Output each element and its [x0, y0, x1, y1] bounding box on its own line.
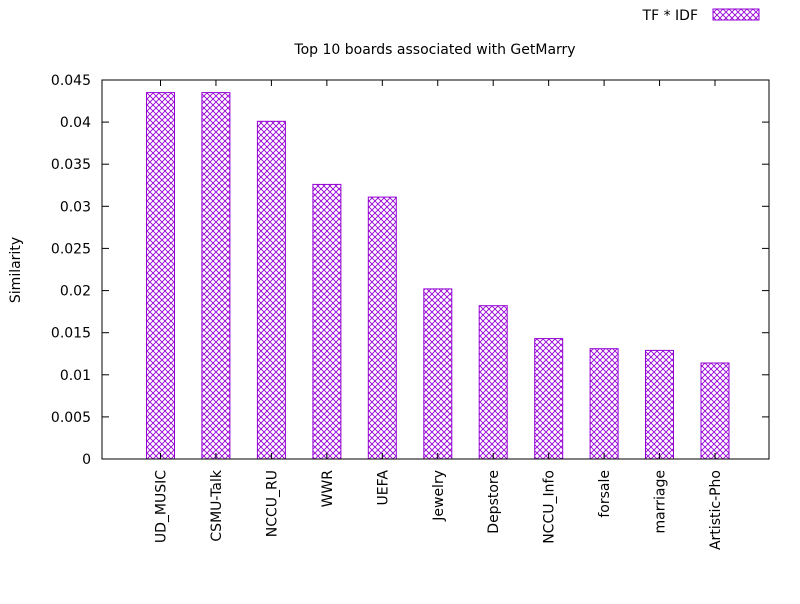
y-tick-label: 0.04: [60, 115, 91, 131]
bar-csmu-talk: [201, 92, 231, 460]
y-tick-label: 0.005: [51, 410, 91, 426]
x-tick-label: Jewelry: [431, 470, 447, 522]
bar-wwr: [312, 183, 342, 460]
x-tick-label: CSMU-Talk: [209, 469, 225, 541]
y-axis-label: Similarity: [8, 237, 24, 303]
legend-swatch: [712, 8, 760, 21]
x-tick-label: NCCU_Info: [542, 470, 558, 544]
x-tick-label: UEFA: [375, 470, 391, 506]
bar-marriage: [645, 349, 674, 460]
x-tick-label: WWR: [320, 470, 336, 508]
y-tick-label: 0.02: [60, 284, 91, 300]
bar-uefa: [367, 196, 397, 460]
x-tick-label: NCCU_RU: [264, 470, 280, 537]
y-tick-label: 0.01: [60, 368, 91, 384]
bar-nccu-info: [534, 338, 564, 460]
y-tick-label: 0.03: [60, 199, 91, 215]
y-tick-label: 0.045: [51, 73, 91, 89]
bar-depstore: [478, 305, 508, 460]
x-tick-label: Depstore: [486, 470, 502, 534]
x-tick-label: Artistic-Pho: [708, 470, 724, 550]
y-tick-label: 0.015: [51, 326, 91, 342]
x-tick-label: forsale: [597, 470, 613, 518]
bars-group: [146, 92, 730, 460]
y-tick-label: 0.025: [51, 241, 91, 257]
y-tick-label: 0.035: [51, 157, 91, 173]
legend-label: TF * IDF: [642, 8, 698, 24]
plot-frame: [101, 79, 770, 460]
bar-jewelry: [423, 288, 453, 460]
chart-title: Top 10 boards associated with GetMarry: [293, 42, 575, 58]
y-tick-label: 0: [82, 452, 91, 468]
x-tick-label: UD_MUSIC: [154, 470, 170, 543]
bar-forsale: [589, 348, 619, 460]
y-ticks-group: 0 0.005 0.01 0.015 0.02 0.025 0.03 0.035 0.04 0.0…: [51, 73, 769, 468]
x-tick-labels-group: UD_MUSIC CSMU-Talk NCCU_RU WWR UEFA Jewelry De…: [154, 80, 724, 550]
bar-nccu-ru: [256, 120, 286, 460]
bar-ud-music: [146, 92, 175, 460]
bar-artistic-pho: [700, 362, 730, 460]
x-tick-label: marriage: [653, 470, 669, 533]
